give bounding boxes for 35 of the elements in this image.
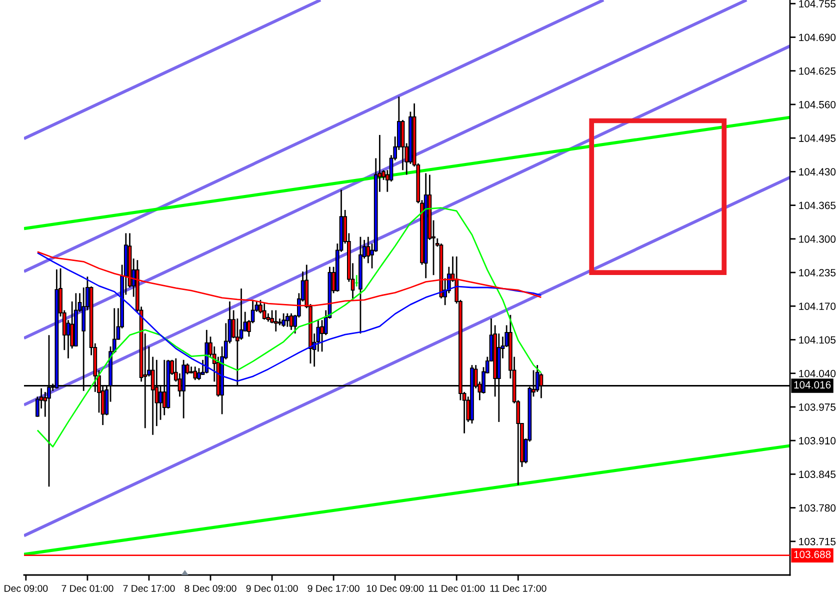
x-tick-label: 10 Dec 09:00 [366,584,424,592]
y-tick-label: 104.300 [799,235,836,243]
y-tick-label: 104.560 [799,100,836,108]
x-tick-label: 7 Dec 01:00 [62,584,114,592]
y-tick-label: 103.845 [799,470,836,478]
y-tick-label: 104.755 [799,0,836,8]
candlestick [285,312,290,328]
x-tick-label: Dec 09:00 [4,584,48,592]
x-tick-label: 11 Dec 01:00 [428,584,485,592]
y-tick-label: 104.040 [799,370,836,378]
candlestick [289,312,294,331]
x-tick-label: 8 Dec 09:00 [184,584,236,592]
ref-line-label: 104.016 [794,381,831,389]
x-tick-label: 9 Dec 01:00 [246,584,298,592]
y-tick-label: 104.170 [799,302,836,310]
x-tick-label: 9 Dec 17:00 [308,584,360,592]
y-tick-label: 104.430 [799,168,836,176]
y-tick-label: 104.235 [799,269,836,276]
y-tick-label: 104.365 [799,202,836,210]
y-tick-label: 104.495 [799,134,836,142]
y-tick-label: 104.690 [799,34,836,42]
y-tick-label: 103.780 [799,504,836,512]
ref-line-label: 103.688 [794,550,831,558]
y-tick-label: 103.975 [799,403,836,411]
candlestick [197,367,201,381]
candlestick [320,319,324,352]
x-tick-label: 11 Dec 17:00 [490,584,546,592]
y-tick-label: 103.715 [799,538,836,546]
y-tick-label: 104.105 [799,336,836,344]
y-tick-label: 104.625 [799,67,836,75]
x-tick-label: 7 Dec 17:00 [123,584,175,592]
candlestick [282,312,286,328]
y-tick-label: 103.910 [799,437,836,444]
candlestick [193,366,198,381]
candlestick [274,310,278,332]
